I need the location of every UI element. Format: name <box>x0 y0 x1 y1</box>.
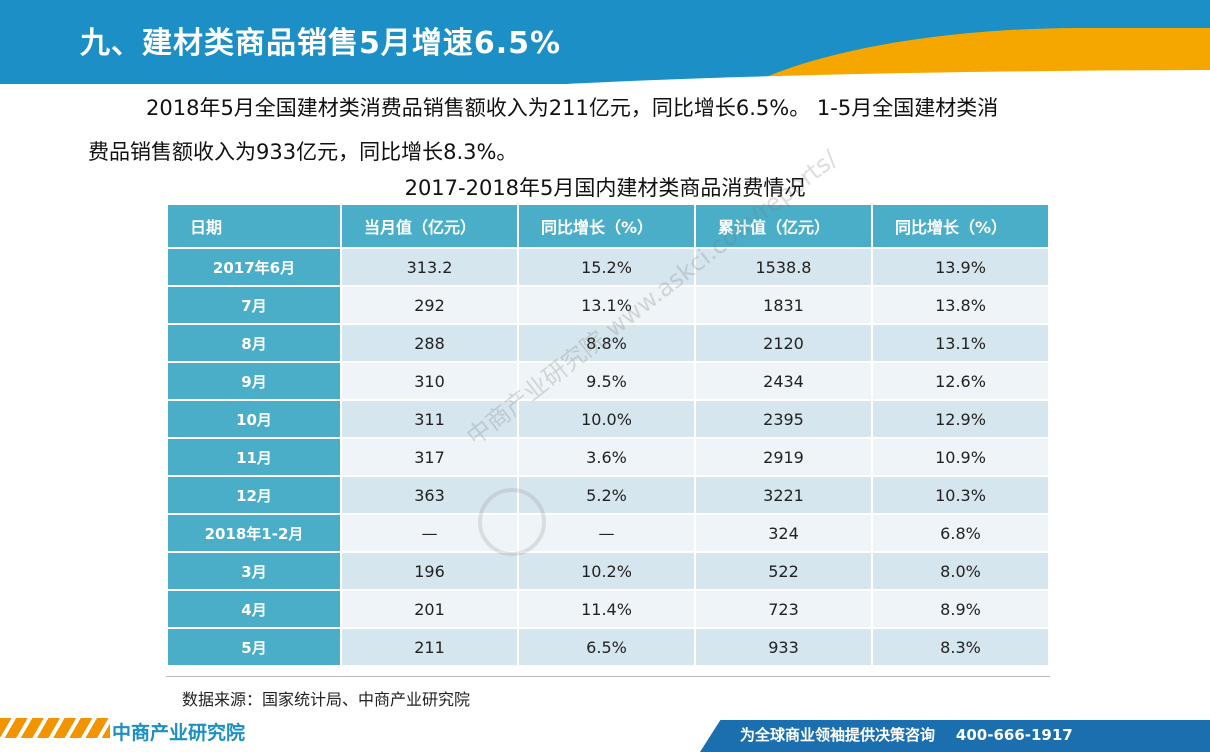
row-date-cell: 4月 <box>168 591 340 627</box>
table-row: 8月 288 8.8% 2120 13.1% <box>168 325 1048 361</box>
row-value-cell: 211 <box>342 629 517 665</box>
row-value-cell: 8.0% <box>873 553 1048 589</box>
page-title: 九、建材类商品销售5月增速6.5% <box>80 26 562 61</box>
row-value-cell: 317 <box>342 439 517 475</box>
row-value-cell: 292 <box>342 287 517 323</box>
row-value-cell: 1538.8 <box>696 249 871 285</box>
row-value-cell: 13.1% <box>519 287 694 323</box>
header-cumulative-value: 累计值（亿元） <box>696 205 871 247</box>
table-row: 5月 211 6.5% 933 8.3% <box>168 629 1048 665</box>
footer-contact: 为全球商业领袖提供决策咨询 400-666-1917 <box>740 724 1073 745</box>
table-title: 2017-2018年5月国内建材类商品消费情况 <box>404 176 806 200</box>
row-date-cell: 10月 <box>168 401 340 437</box>
row-value-cell: 288 <box>342 325 517 361</box>
row-value-cell: 13.8% <box>873 287 1048 323</box>
source-divider <box>166 676 1050 677</box>
row-value-cell: — <box>519 515 694 551</box>
row-value-cell: 6.5% <box>519 629 694 665</box>
summary-line-1: 2018年5月全国建材类消费品销售额收入为211亿元，同比增长6.5%。 1-5… <box>146 96 999 120</box>
row-value-cell: 201 <box>342 591 517 627</box>
row-value-cell: 313.2 <box>342 249 517 285</box>
row-value-cell: 8.8% <box>519 325 694 361</box>
row-value-cell: 13.9% <box>873 249 1048 285</box>
header-banner: 九、建材类商品销售5月增速6.5% <box>0 0 1210 84</box>
table-row: 12月 363 5.2% 3221 10.3% <box>168 477 1048 513</box>
row-date-cell: 5月 <box>168 629 340 665</box>
row-value-cell: 311 <box>342 401 517 437</box>
row-value-cell: 15.2% <box>519 249 694 285</box>
row-date-cell: 3月 <box>168 553 340 589</box>
table-header-row: 日期 当月值（亿元） 同比增长（%） 累计值（亿元） 同比增长（%） <box>168 205 1048 247</box>
footer-logo: 中商产业研究院 <box>112 722 246 744</box>
row-value-cell: 1831 <box>696 287 871 323</box>
table-row: 2017年6月 313.2 15.2% 1538.8 13.9% <box>168 249 1048 285</box>
footer-stripes <box>0 718 110 738</box>
table-row: 2018年1-2月 — —324 6.8% <box>168 515 1048 551</box>
row-value-cell: 723 <box>696 591 871 627</box>
table-row: 3月 196 10.2% 522 8.0% <box>168 553 1048 589</box>
row-value-cell: 10.2% <box>519 553 694 589</box>
footer: 中商产业研究院 为全球商业领袖提供决策咨询 400-666-1917 <box>0 716 1210 752</box>
row-date-cell: 8月 <box>168 325 340 361</box>
sales-table: 日期 当月值（亿元） 同比增长（%） 累计值（亿元） 同比增长（%） 2017年… <box>166 203 1050 667</box>
row-value-cell: 933 <box>696 629 871 665</box>
footer-slogan: 为全球商业领袖提供决策咨询 <box>740 726 936 744</box>
row-value-cell: 9.5% <box>519 363 694 399</box>
summary-paragraph: 2018年5月全国建材类消费品销售额收入为211亿元，同比增长6.5%。 1-5… <box>88 86 1118 174</box>
row-value-cell: 12.6% <box>873 363 1048 399</box>
row-value-cell: 3221 <box>696 477 871 513</box>
row-value-cell: 2434 <box>696 363 871 399</box>
row-value-cell: 2120 <box>696 325 871 361</box>
footer-phone: 400-666-1917 <box>955 726 1073 744</box>
row-value-cell: 13.1% <box>873 325 1048 361</box>
row-value-cell: 2919 <box>696 439 871 475</box>
row-value-cell: 8.3% <box>873 629 1048 665</box>
header-cumulative-growth: 同比增长（%） <box>873 205 1048 247</box>
row-value-cell: 10.3% <box>873 477 1048 513</box>
table-row: 7月 292 13.1% 1831 13.8% <box>168 287 1048 323</box>
header-monthly-value: 当月值（亿元） <box>342 205 517 247</box>
summary-line-2: 费品销售额收入为933亿元，同比增长8.3%。 <box>88 140 518 164</box>
row-value-cell: 522 <box>696 553 871 589</box>
row-value-cell: 12.9% <box>873 401 1048 437</box>
row-value-cell: 310 <box>342 363 517 399</box>
row-date-cell: 9月 <box>168 363 340 399</box>
table-row: 4月 201 11.4% 723 8.9% <box>168 591 1048 627</box>
row-value-cell: 11.4% <box>519 591 694 627</box>
row-value-cell: 2395 <box>696 401 871 437</box>
footer-blue-band <box>700 720 1210 752</box>
table-body: 2017年6月 313.2 15.2% 1538.8 13.9% 7月 292 13.1% 18… <box>168 249 1048 665</box>
row-value-cell: 196 <box>342 553 517 589</box>
row-date-cell: 2017年6月 <box>168 249 340 285</box>
row-value-cell: 6.8% <box>873 515 1048 551</box>
row-value-cell: 8.9% <box>873 591 1048 627</box>
row-date-cell: 7月 <box>168 287 340 323</box>
row-value-cell: 3.6% <box>519 439 694 475</box>
row-date-cell: 11月 <box>168 439 340 475</box>
table-row: 11月 317 3.6% 2919 10.9% <box>168 439 1048 475</box>
row-date-cell: 2018年1-2月 <box>168 515 340 551</box>
row-value-cell: 10.0% <box>519 401 694 437</box>
watermark-logo-icon <box>478 488 546 556</box>
row-value-cell: 324 <box>696 515 871 551</box>
row-date-cell: 12月 <box>168 477 340 513</box>
table-row: 9月 310 9.5% 2434 12.6% <box>168 363 1048 399</box>
header-date: 日期 <box>168 205 340 247</box>
row-value-cell: 5.2% <box>519 477 694 513</box>
table-row: 10月 311 10.0% 2395 12.9% <box>168 401 1048 437</box>
header-monthly-growth: 同比增长（%） <box>519 205 694 247</box>
data-source: 数据来源：国家统计局、中商产业研究院 <box>182 690 471 709</box>
row-value-cell: 10.9% <box>873 439 1048 475</box>
